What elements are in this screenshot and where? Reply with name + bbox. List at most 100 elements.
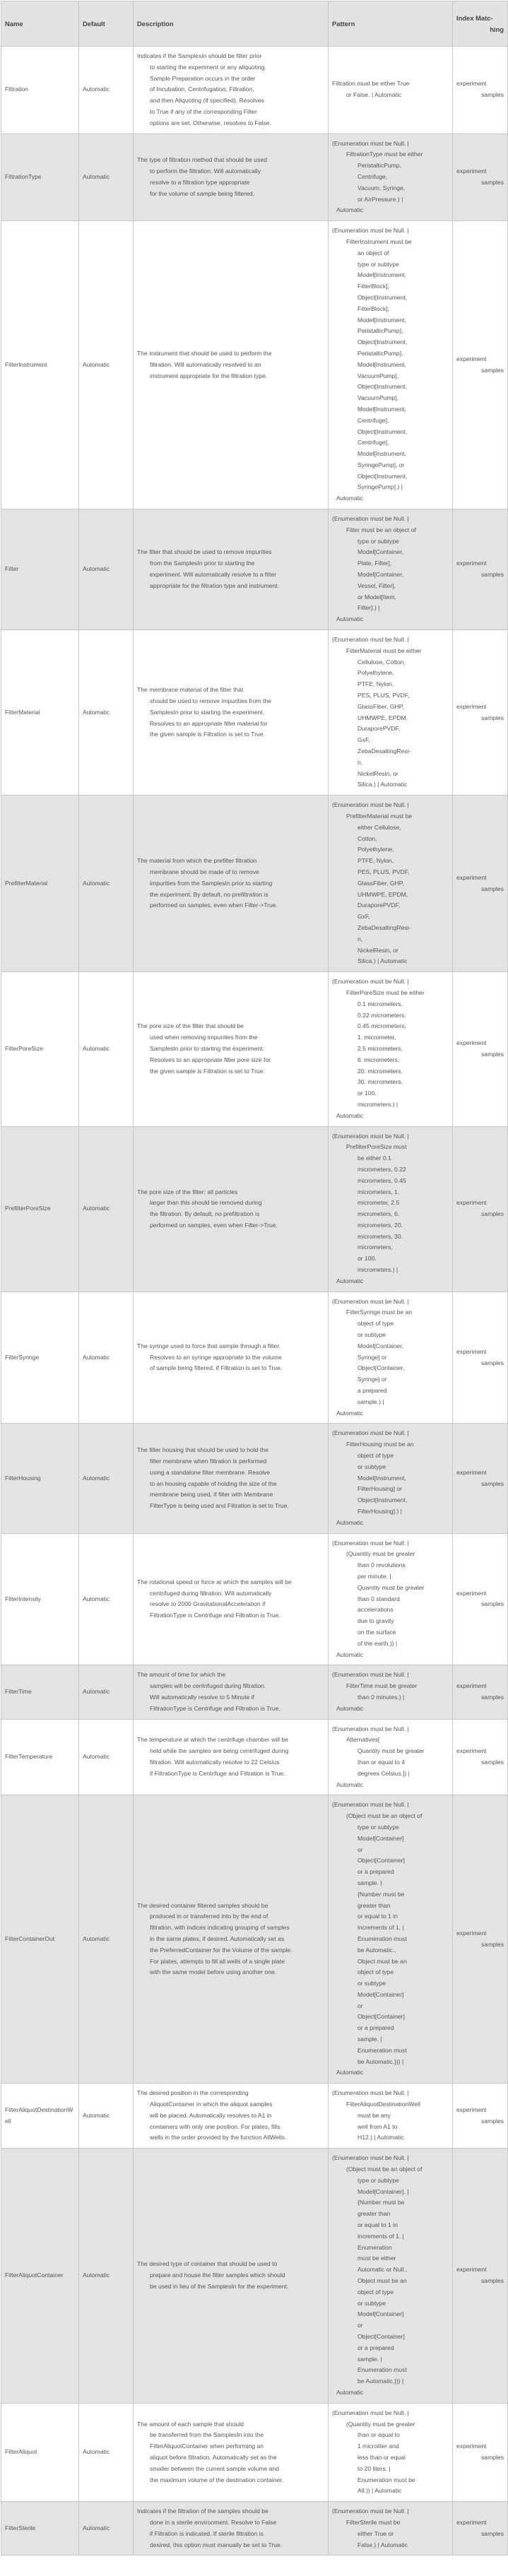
pattern-line: object of type <box>358 1320 394 1328</box>
index-matching: experiment samples <box>452 1291 508 1424</box>
description-line: resolve to a filtration type appropriate <box>150 178 250 186</box>
pattern-line: be Automatic.})) | <box>358 2377 404 2385</box>
pattern-line: (Enumeration must be Null. | <box>332 1429 409 1437</box>
option-default: Automatic <box>78 1532 134 1666</box>
pattern-line: Object[Container] <box>358 2333 405 2340</box>
table-row: FilterSterile Automatic Indicates if the f… <box>1 2501 508 2556</box>
pattern-line: FilterBlock], <box>358 305 389 312</box>
pattern-line: Quantity must be greater <box>358 1583 425 1591</box>
pattern-line: micrometers.) | <box>358 1100 398 1108</box>
description-line: filtration, with indices indicating grou… <box>150 1924 290 1932</box>
option-name: FilterTemperature <box>1 1718 79 1796</box>
pattern-line: type or subtype <box>358 260 399 268</box>
pattern-line: or <box>358 1845 363 1853</box>
pattern-line: FilterSyringe must be an <box>346 1308 413 1316</box>
pattern-line: NickelResin, or <box>358 769 398 777</box>
table-row: FilterMaterial Automatic The membrane mate… <box>1 630 508 796</box>
pattern-line: Model[Container, <box>358 571 403 579</box>
pattern-line: object of type <box>358 2288 394 2296</box>
description-line: The material from which the prefilter fi… <box>137 857 257 865</box>
pattern-line: FilterPoreSize must be either <box>346 988 425 996</box>
pattern-line: or equal to 1 in <box>358 1913 398 1920</box>
pattern-line: PrefilterPoreSize must <box>346 1143 407 1151</box>
pattern-line: be either 0.1 <box>358 1154 391 1162</box>
pattern-line: PTFE, Nylon, <box>358 857 394 865</box>
index-matching: experiment samples <box>452 133 508 222</box>
table-row: FilterContainerOut Automatic The desired c… <box>1 1795 508 2084</box>
option-pattern: (Enumeration must be Null. | FilterSyring… <box>328 1291 453 1424</box>
column-header-default: Default <box>78 1 134 47</box>
description-line: desired, this option must manually be se… <box>150 2541 283 2548</box>
pattern-line: PeristalticPump], <box>358 327 403 335</box>
pattern-line: degrees Celsius.]) | <box>358 1769 410 1777</box>
pattern-line: Centrifuge], <box>358 416 389 424</box>
pattern-line: or AirPressure.) | <box>358 195 403 203</box>
pattern-line: (Enumeration must be Null. | <box>332 636 409 644</box>
description-line: used when removing impurities from the <box>150 1034 258 1041</box>
option-default: Automatic <box>78 1125 134 1292</box>
pattern-line: Object[Container] <box>358 2013 405 2021</box>
pattern-line: (Quantity must be greater <box>346 2420 415 2428</box>
pattern-line: (Enumeration must be Null. | <box>332 2089 409 2097</box>
pattern-line: GlassFiber, GHP, <box>358 702 404 710</box>
option-pattern: (Enumeration must be Null. | (Quantity mu… <box>328 1532 453 1666</box>
description-line: the PreferredContainer for the Volume of… <box>150 1946 293 1954</box>
description-line: the given sample is Filtration is set to… <box>150 731 265 738</box>
pattern-line: 1 microliter and <box>358 2442 399 2450</box>
description-line: The membrane material of the filter that <box>137 686 244 694</box>
description-line: to starting the experiment or any aliquo… <box>150 63 266 71</box>
option-default: Automatic <box>78 971 134 1127</box>
option-description: The rotational speed or force at which t… <box>133 1532 329 1666</box>
option-default: Automatic <box>78 1291 134 1424</box>
option-default: Automatic <box>78 2402 134 2503</box>
pattern-line: Object[Instrument, <box>358 427 408 435</box>
pattern-line: sample. | <box>358 2355 382 2363</box>
pattern-line: Polyethylene, <box>358 669 394 677</box>
option-pattern: (Enumeration must be Null. | FilterSteril… <box>328 2501 453 2556</box>
pattern-line: Alternatives[ <box>346 1736 380 1744</box>
description-line: Indicates if the SamplesIn should be fil… <box>137 52 262 59</box>
description-line: if Filtration is indicated. If sterile f… <box>150 2529 264 2537</box>
option-name: FilterHousing <box>1 1423 79 1534</box>
pattern-line: type or subtype <box>358 2176 399 2184</box>
description-line: will be placed. Automatically resolves t… <box>150 2111 272 2119</box>
index-matching: experiment samples <box>452 2148 508 2404</box>
pattern-line: than or equal to <box>358 2431 400 2439</box>
description-line: and then Aliquoting (if specified). Reso… <box>150 97 264 105</box>
pattern-line: Model[Container] <box>358 1990 404 1998</box>
pattern-line: or equal to 1 in <box>358 2221 398 2229</box>
description-line: to True if any of the corresponding Filt… <box>150 107 257 115</box>
description-line: The amount of time for which the <box>137 1671 226 1679</box>
pattern-line: Object[Container, <box>358 1364 405 1372</box>
pattern-line: Model[Container, <box>358 548 403 556</box>
pattern-line: Enumeration must <box>358 2366 407 2374</box>
description-line: the maximum volume of the destination co… <box>150 2476 284 2483</box>
description-line: SamplesIn prior to starting the experime… <box>150 708 264 716</box>
pattern-line: 2.5 micrometers, <box>358 1044 403 1052</box>
table-row: FilterHousing Automatic The filter housing… <box>1 1423 508 1534</box>
pattern-line: Model[Container] <box>358 1834 404 1842</box>
pattern-line: Cotton, <box>358 834 377 842</box>
pattern-line: or subtype <box>358 1980 386 1987</box>
pattern-line: Filter must be an object of <box>346 526 416 533</box>
pattern-line: FiltrationType must be either <box>346 150 423 158</box>
index-matching: experiment samples <box>452 509 508 631</box>
pattern-line: SyringePump], or <box>358 461 405 468</box>
index-matching: experiment samples <box>452 2501 508 2556</box>
description-line: The filter housing that should be used t… <box>137 1446 268 1454</box>
pattern-line: (Enumeration must be Null. | <box>332 2409 409 2416</box>
column-header-name: Name <box>1 1 79 47</box>
option-name: PrefilterMaterial <box>1 795 79 973</box>
option-default: Automatic <box>78 630 134 796</box>
pattern-line: accelerations <box>358 1606 394 1614</box>
option-name: FilterPoreSize <box>1 971 79 1127</box>
pattern-line: micrometers, 20. <box>358 1221 403 1229</box>
pattern-line: PTFE, Nylon, <box>358 680 394 688</box>
pattern-line: (Enumeration must be Null. | <box>332 139 409 147</box>
description-line: options are set. Otherwise, resolves to … <box>150 119 271 126</box>
description-line: The temperature at which the centrifuge … <box>137 1736 288 1744</box>
pattern-line: Model[Instrument, <box>358 1474 406 1482</box>
option-pattern: (Enumeration must be Null. | FilterPoreSi… <box>328 971 453 1127</box>
pattern-line: micrometers.) | <box>358 1266 398 1274</box>
